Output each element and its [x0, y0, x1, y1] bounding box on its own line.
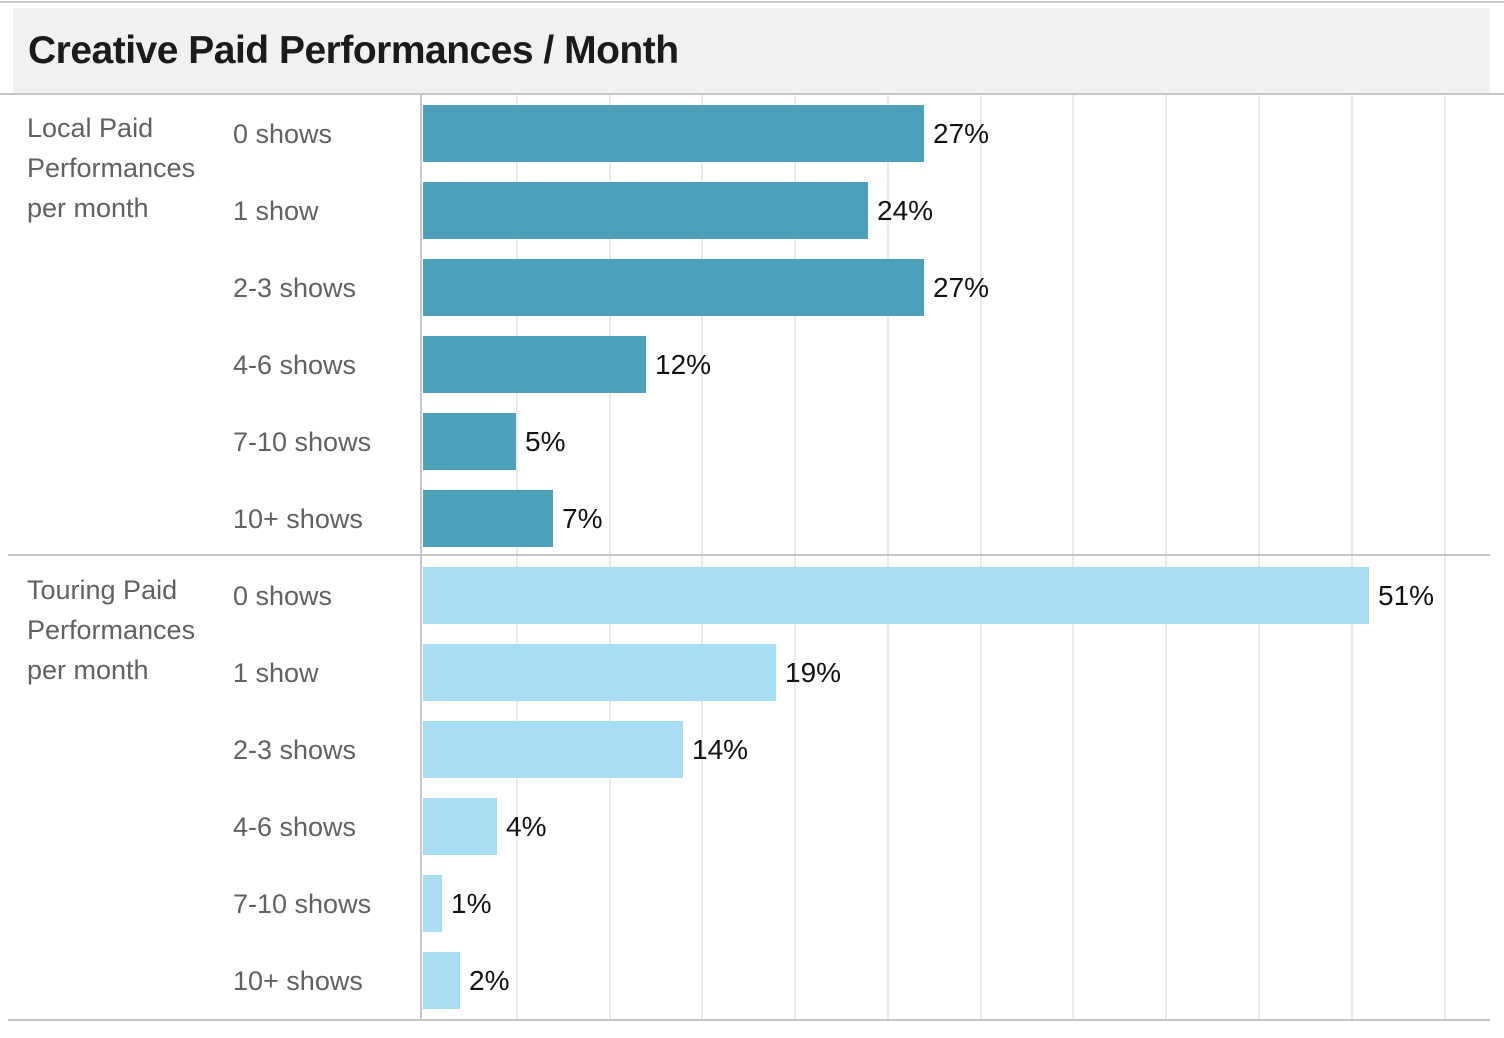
bar[interactable]: [423, 259, 924, 316]
category-label: 2-3 shows: [233, 735, 357, 765]
category-label: 4-6 shows: [233, 350, 357, 380]
group-separator-line: [8, 554, 1490, 556]
chart-title: Creative Paid Performances / Month: [28, 29, 679, 72]
row-group-label: Touring Paid Performances per month: [27, 575, 196, 685]
bar-value-label: 2%: [469, 965, 510, 996]
bar[interactable]: [423, 644, 776, 701]
bar[interactable]: [423, 875, 442, 932]
gridline: [1351, 95, 1353, 1020]
category-label: 0 shows: [233, 119, 333, 149]
bar-value-label: 19%: [785, 657, 842, 688]
bar[interactable]: [423, 490, 553, 547]
bar[interactable]: [423, 798, 497, 855]
bar-value-label: 12%: [655, 349, 712, 380]
row-group-label: Local Paid Performances per month: [27, 113, 196, 223]
gridline: [1258, 95, 1260, 1020]
category-label: 10+ shows: [233, 966, 363, 996]
bar[interactable]: [423, 721, 683, 778]
bar[interactable]: [423, 336, 646, 393]
gridline: [1165, 95, 1167, 1020]
category-label: 1 show: [233, 196, 319, 226]
gridline: [1444, 95, 1446, 1020]
bar-value-label: 27%: [933, 118, 990, 149]
category-label: 1 show: [233, 658, 319, 688]
bar[interactable]: [423, 952, 460, 1009]
gridline: [609, 95, 611, 1020]
category-label: 7-10 shows: [233, 427, 372, 457]
gridline: [980, 95, 982, 1020]
category-label: 0 shows: [233, 581, 333, 611]
bar-value-label: 7%: [562, 503, 603, 534]
gridline: [887, 95, 889, 1020]
category-label: 10+ shows: [233, 504, 363, 534]
bar[interactable]: [423, 567, 1369, 624]
category-label: 7-10 shows: [233, 889, 372, 919]
bar-value-label: 51%: [1378, 580, 1435, 611]
bar[interactable]: [423, 182, 868, 239]
title-divider-line: [0, 93, 1504, 95]
x-axis-line: [8, 1019, 1490, 1021]
gridline: [701, 95, 703, 1020]
gridline: [1072, 95, 1074, 1020]
bar-value-label: 1%: [451, 888, 492, 919]
gridline: [794, 95, 796, 1020]
bar-value-label: 24%: [877, 195, 934, 226]
category-label: 2-3 shows: [233, 273, 357, 303]
gridline: [516, 95, 518, 1020]
bar[interactable]: [423, 413, 516, 470]
bar-value-label: 4%: [506, 811, 547, 842]
top-border-line: [0, 1, 1504, 3]
bar-value-label: 27%: [933, 272, 990, 303]
bar-value-label: 14%: [692, 734, 749, 765]
category-label: 4-6 shows: [233, 812, 357, 842]
bar-value-label: 5%: [525, 426, 566, 457]
chart-title-bar: Creative Paid Performances / Month: [13, 8, 1490, 93]
bar[interactable]: [423, 105, 924, 162]
y-axis-line: [420, 95, 422, 1020]
